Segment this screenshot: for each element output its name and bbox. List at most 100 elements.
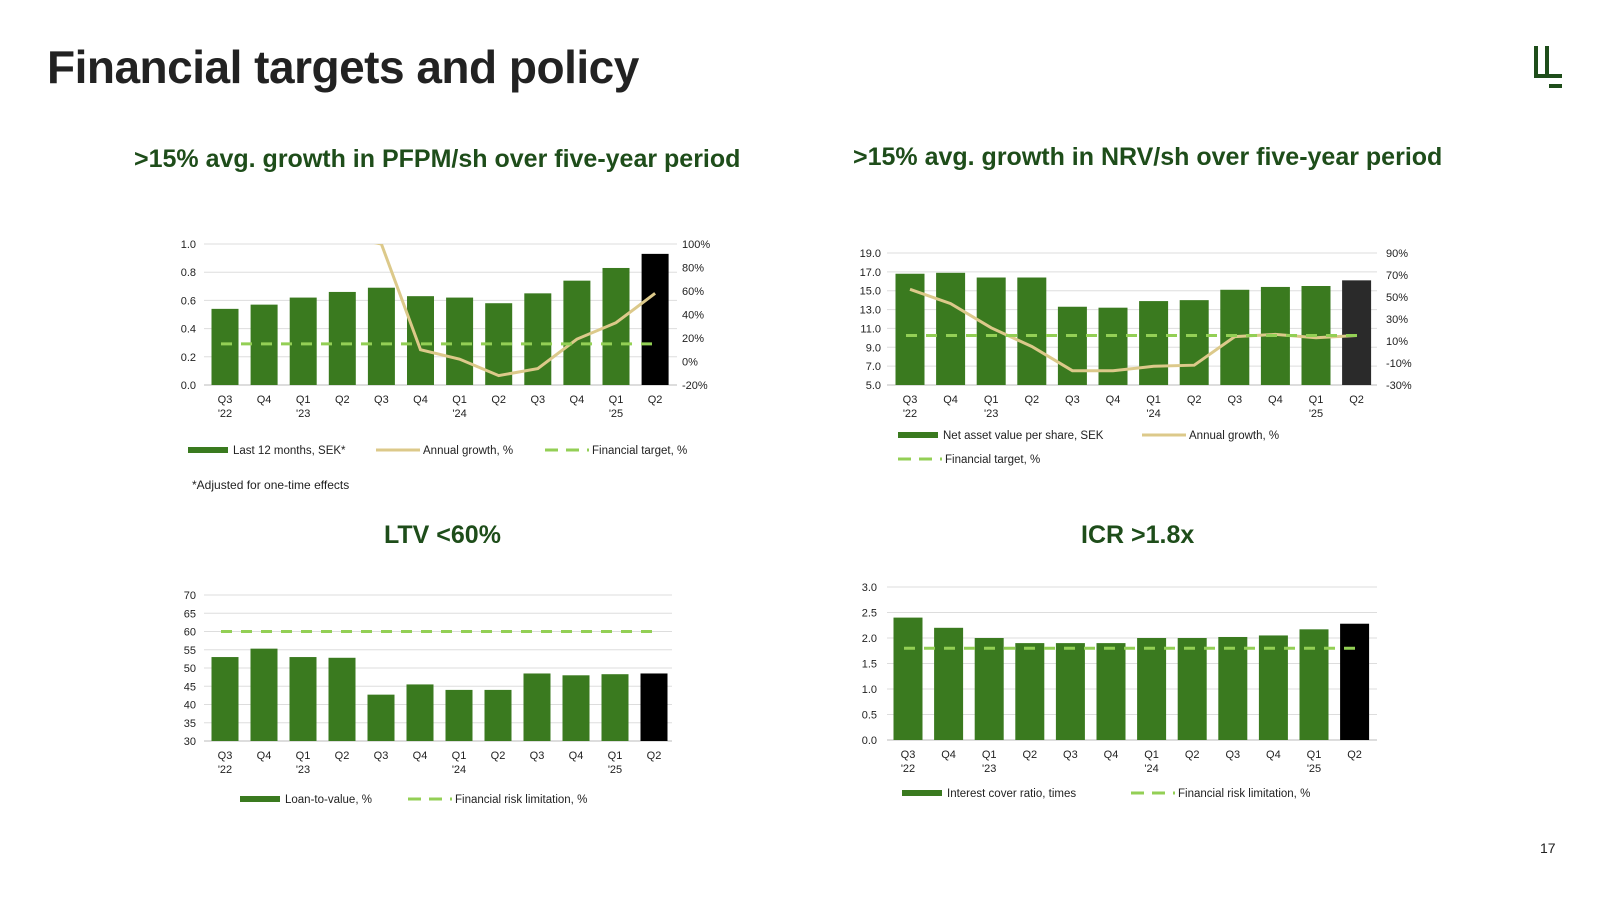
x-tick-label: Q3 (218, 750, 233, 762)
x-tick-label: Q1 (608, 750, 623, 762)
y2-tick-label: 30% (1386, 314, 1408, 326)
bar (641, 253, 669, 385)
x-tick-label: Q2 (1187, 394, 1202, 406)
x-tick-label: Q4 (413, 394, 428, 406)
bar (367, 287, 395, 385)
legend-swatch-bar (188, 447, 228, 453)
bar (1057, 306, 1087, 385)
y-tick-label: 1.0 (181, 239, 196, 251)
y-tick-label: 2.0 (862, 633, 877, 645)
x-tick-label: Q3 (374, 394, 389, 406)
x-tick-label: Q3 (530, 750, 545, 762)
chart-title-pfpm: >15% avg. growth in PFPM/sh over five-ye… (134, 145, 741, 173)
y2-tick-label: 0% (682, 357, 698, 369)
x-tick-label: Q1 (609, 394, 624, 406)
x-tick-label: Q1 (1309, 394, 1324, 406)
y-tick-label: 60 (184, 627, 196, 639)
x-tick-label: Q1 (452, 750, 467, 762)
x-tick-label: Q3 (1063, 749, 1078, 761)
bar (1098, 307, 1128, 385)
bar (936, 272, 966, 385)
x-tick-label: Q1 (296, 394, 311, 406)
x-tick-label: Q4 (413, 750, 428, 762)
bar (1258, 635, 1288, 740)
bar (640, 673, 668, 741)
y-tick-label: 0.2 (181, 352, 196, 364)
y2-tick-label: 90% (1386, 248, 1408, 260)
x-tick-label: Q2 (647, 750, 662, 762)
y-tick-label: 35 (184, 718, 196, 730)
y2-tick-label: 40% (682, 310, 704, 322)
x-tick-label: Q2 (491, 750, 506, 762)
legend-label: Annual growth, % (423, 445, 513, 457)
y-tick-label: 11.0 (860, 323, 881, 335)
x-tick-label: Q1 (1146, 394, 1161, 406)
x-tick-label: Q2 (1185, 749, 1200, 761)
y2-tick-label: 10% (1386, 336, 1408, 348)
x-tick-label: Q1 (452, 394, 467, 406)
x-tick-label: Q4 (257, 750, 272, 762)
y-tick-label: 0.4 (181, 324, 196, 336)
bar (1218, 636, 1248, 740)
chart-title-ltv: LTV <60% (384, 521, 501, 549)
footnote: *Adjusted for one-time effects (192, 478, 350, 492)
y-tick-label: 1.5 (862, 659, 877, 671)
bar (1139, 301, 1169, 385)
y-tick-label: 0.8 (181, 267, 196, 279)
x-tick-label: Q3 (903, 394, 918, 406)
y2-tick-label: 50% (1386, 292, 1408, 304)
x-tick-label: Q3 (374, 750, 389, 762)
bar (211, 308, 239, 385)
bar (934, 627, 964, 740)
x-year-label: '22 (218, 408, 232, 420)
x-year-label: '24 (452, 408, 466, 420)
bar (1340, 623, 1370, 740)
y-tick-label: 0.5 (862, 710, 877, 722)
legend-label: Financial target, % (592, 445, 687, 457)
x-tick-label: Q3 (1227, 394, 1242, 406)
y-tick-label: 7.0 (866, 361, 881, 373)
y2-tick-label: -10% (1386, 358, 1412, 370)
x-year-label: '24 (1144, 763, 1158, 775)
legend-swatch-bar (240, 796, 280, 802)
page-title: Financial targets and policy (47, 41, 639, 93)
x-tick-label: Q2 (1024, 394, 1039, 406)
legend-label: Financial target, % (945, 454, 1040, 466)
x-tick-label: Q4 (1266, 749, 1281, 761)
x-year-label: '25 (1307, 763, 1321, 775)
bar (1137, 638, 1167, 740)
x-year-label: '23 (296, 408, 310, 420)
x-year-label: '25 (1309, 408, 1323, 420)
bar (407, 296, 434, 385)
y-tick-label: 2.5 (862, 608, 877, 620)
legend-label: Financial risk limitation, % (1178, 788, 1310, 800)
legend-label: Net asset value per share, SEK (943, 430, 1104, 442)
company-logo-icon (1534, 46, 1562, 88)
y2-tick-label: -30% (1386, 380, 1412, 392)
x-tick-label: Q1 (984, 394, 999, 406)
bar (601, 674, 629, 741)
legend-label: Last 12 months, SEK* (233, 445, 346, 457)
x-year-label: '22 (218, 764, 232, 776)
y-tick-label: 50 (184, 663, 196, 675)
x-year-label: '25 (609, 408, 623, 420)
x-tick-label: Q3 (901, 749, 916, 761)
legend-swatch-bar (902, 790, 942, 796)
x-tick-label: Q4 (941, 749, 956, 761)
y-tick-label: 55 (184, 645, 196, 657)
bar (1015, 643, 1045, 740)
x-tick-label: Q3 (218, 394, 233, 406)
bar (1299, 629, 1329, 740)
x-year-label: '23 (296, 764, 310, 776)
x-year-label: '24 (1146, 408, 1160, 420)
bar (893, 617, 923, 740)
bar (446, 297, 474, 385)
x-tick-label: Q3 (530, 394, 545, 406)
bar (211, 657, 239, 741)
bar (250, 648, 278, 741)
y-tick-label: 5.0 (866, 380, 881, 392)
bar (328, 657, 356, 741)
x-tick-label: Q4 (257, 394, 272, 406)
legend-label: Financial risk limitation, % (455, 794, 587, 806)
